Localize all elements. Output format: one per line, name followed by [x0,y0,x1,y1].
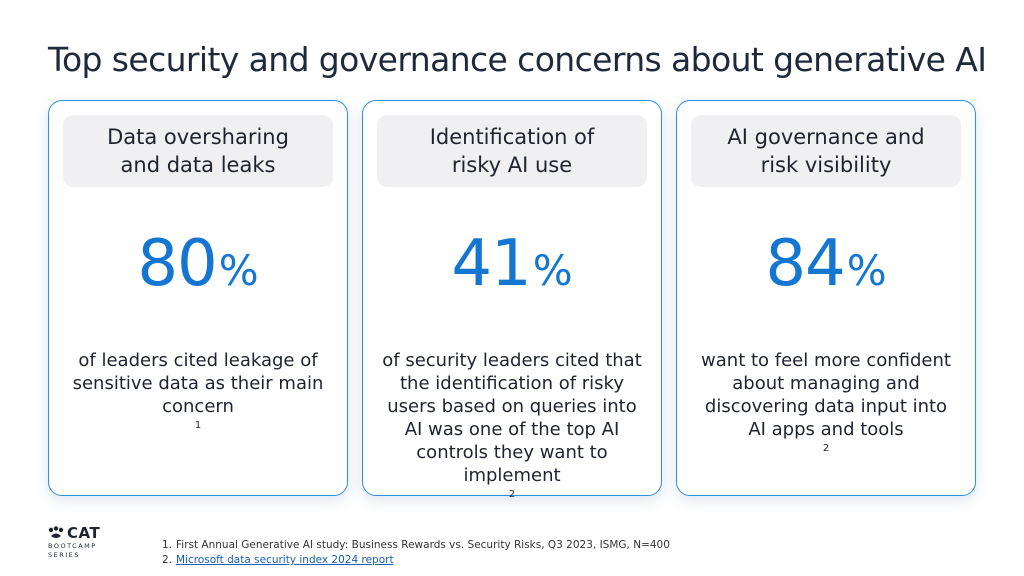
stat-card-ai-governance: AI governance and risk visibility 84% wa… [676,100,976,496]
footnote-text: First Annual Generative AI study: Busine… [176,539,670,551]
card-header: AI governance and risk visibility [691,115,961,187]
logo-name: CAT [67,524,101,542]
footnote-number: 2. [162,554,173,566]
stat-card-data-oversharing: Data oversharing and data leaks 80% of l… [48,100,348,496]
stat-description: of security leaders cited that the ident… [379,349,645,510]
card-header-line: risky AI use [451,153,573,177]
card-header: Identification of risky AI use [377,115,647,187]
desc-line: AI was one of the top AI [404,419,620,440]
footnote-ref: 2 [508,489,516,500]
desc-line: about managing and [732,373,920,394]
card-header-line: Identification of [429,125,595,149]
stat-value: 80% [49,227,347,301]
cat-bootcamp-logo: CAT BOOTCAMP SERIES [48,524,118,560]
desc-line: want to feel more confident [701,350,951,371]
stat-value: 84% [677,227,975,301]
footnote-link[interactable]: Microsoft data security index 2024 repor… [176,554,394,566]
desc-line: users based on queries into [387,396,637,417]
footnote-item: 2. Microsoft data security index 2024 rep… [162,553,670,568]
stat-unit: % [532,246,573,295]
stat-unit: % [218,246,259,295]
card-header-line: risk visibility [760,153,892,177]
stat-cards: Data oversharing and data leaks 80% of l… [48,100,976,500]
desc-line: of leaders cited leakage of [78,350,318,371]
desc-line: of security leaders cited that [382,350,642,371]
page-title: Top security and governance concerns abo… [48,40,987,79]
stat-number: 80 [137,227,217,301]
footnotes: 1. First Annual Generative AI study: Busi… [162,538,670,568]
desc-line: concern 1 [162,396,234,431]
stat-description: want to feel more confident about managi… [693,349,959,464]
footnote-ref: 2 [822,443,830,454]
stat-unit: % [846,246,887,295]
desc-line: AI apps and tools 2 [748,419,904,454]
logo-subtitle: BOOTCAMP SERIES [48,542,97,559]
card-header-line: Data oversharing [107,125,289,149]
desc-line: implement 2 [463,465,561,500]
stat-value: 41% [363,227,661,301]
card-header-line: and data leaks [120,153,276,177]
stat-number: 41 [451,227,531,301]
desc-line: discovering data input into [704,396,948,417]
card-header-line: AI governance and [727,125,925,149]
card-header: Data oversharing and data leaks [63,115,333,187]
footnote-ref: 1 [194,420,202,431]
stat-number: 84 [765,227,845,301]
footnote-item: 1. First Annual Generative AI study: Busi… [162,538,670,553]
desc-line: controls they want to [416,442,608,463]
footnote-number: 1. [162,539,173,551]
stat-description: of leaders cited leakage of sensitive da… [65,349,331,441]
paw-icon [48,526,64,538]
stat-card-risky-ai-use: Identification of risky AI use 41% of se… [362,100,662,500]
desc-line: the identification of risky [400,373,624,394]
desc-line: sensitive data as their main [72,373,324,394]
